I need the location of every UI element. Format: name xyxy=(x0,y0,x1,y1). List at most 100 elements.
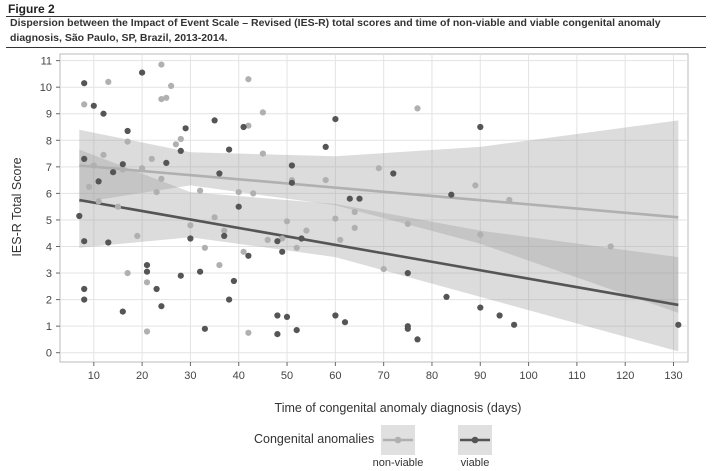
data-point-viable xyxy=(187,235,194,242)
y-tick-label: 1 xyxy=(46,321,52,333)
data-point-non-viable xyxy=(158,61,165,68)
data-point-non-viable xyxy=(235,189,242,196)
data-point-viable xyxy=(105,239,112,246)
y-tick-label: 10 xyxy=(40,82,52,94)
data-point-viable xyxy=(110,169,117,176)
data-point-non-viable xyxy=(163,94,170,101)
legend: Congenital anomalies non-viable viable xyxy=(254,425,492,469)
y-tick-label: 9 xyxy=(46,109,52,121)
data-point-viable xyxy=(153,285,160,293)
data-point-viable xyxy=(404,325,411,332)
data-point-non-viable xyxy=(85,183,93,190)
data-point-viable xyxy=(341,319,349,326)
data-point-non-viable xyxy=(259,109,266,116)
data-point-viable xyxy=(201,325,208,332)
data-point-non-viable xyxy=(506,196,513,204)
data-point-non-viable xyxy=(240,248,247,255)
legend-label-viable: viable xyxy=(461,457,490,469)
x-tick-label: 20 xyxy=(136,370,148,382)
data-point-non-viable xyxy=(303,227,310,234)
data-point-non-viable xyxy=(187,222,194,229)
y-tick-label: 7 xyxy=(46,162,52,174)
data-point-viable xyxy=(216,170,223,177)
data-point-non-viable xyxy=(259,150,266,157)
ci-band-non-viable xyxy=(79,120,679,313)
x-tick-label: 80 xyxy=(426,370,438,382)
data-point-viable xyxy=(293,327,300,334)
data-point-viable xyxy=(675,321,682,328)
data-point-viable xyxy=(158,303,165,310)
x-tick-label: 30 xyxy=(184,370,196,382)
data-point-non-viable xyxy=(216,262,223,269)
legend-label-nonviable: non-viable xyxy=(373,457,424,469)
x-tick-label: 40 xyxy=(233,370,245,382)
x-tick-label: 60 xyxy=(329,370,341,382)
data-point-viable xyxy=(100,110,107,117)
data-point-non-viable xyxy=(414,105,421,112)
y-tick-label: 5 xyxy=(46,215,52,227)
data-point-viable xyxy=(322,143,329,150)
caption-rule-bottom xyxy=(6,47,706,48)
data-point-non-viable xyxy=(332,215,339,222)
data-point-non-viable xyxy=(143,328,151,335)
x-tick-label: 50 xyxy=(281,370,293,382)
x-tick-label: 120 xyxy=(616,370,634,382)
y-axis-title: IES-R Total Score xyxy=(10,157,24,256)
data-point-viable xyxy=(274,331,281,338)
data-point-non-viable xyxy=(81,101,88,108)
data-point-viable xyxy=(283,313,291,320)
data-point-viable xyxy=(274,312,281,319)
data-point-non-viable xyxy=(143,279,151,286)
data-point-viable xyxy=(81,296,88,303)
data-point-viable xyxy=(90,102,97,109)
data-point-non-viable xyxy=(264,236,271,243)
data-point-non-viable xyxy=(148,155,155,162)
data-point-viable xyxy=(177,272,184,279)
data-point-non-viable xyxy=(375,165,382,172)
data-point-viable xyxy=(81,285,88,293)
y-tick-label: 4 xyxy=(46,242,52,254)
data-point-viable xyxy=(226,296,233,303)
data-point-viable xyxy=(143,268,151,275)
data-point-viable xyxy=(240,123,247,131)
data-point-non-viable xyxy=(158,175,165,182)
data-point-viable xyxy=(235,203,242,210)
data-point-viable xyxy=(390,170,397,177)
data-point-viable xyxy=(76,212,83,220)
data-point-viable xyxy=(279,248,286,255)
data-point-non-viable xyxy=(607,243,614,250)
data-point-viable xyxy=(81,155,88,162)
data-point-viable xyxy=(95,178,102,185)
data-point-non-viable xyxy=(95,198,102,205)
data-point-non-viable xyxy=(90,162,97,169)
data-point-viable xyxy=(197,268,204,275)
x-tick-label: 70 xyxy=(378,370,390,382)
y-tick-label: 3 xyxy=(46,268,52,280)
data-point-viable xyxy=(288,179,295,186)
legend-point-nonviable xyxy=(394,436,402,444)
data-point-non-viable xyxy=(477,231,484,238)
data-point-viable xyxy=(274,238,281,245)
data-point-non-viable xyxy=(153,189,160,196)
data-point-non-viable xyxy=(211,214,218,221)
data-point-viable xyxy=(119,161,126,168)
data-point-non-viable xyxy=(283,218,291,225)
data-point-non-viable xyxy=(221,227,228,234)
y-tick-label: 8 xyxy=(46,135,52,147)
data-point-viable xyxy=(346,195,353,202)
data-point-non-viable xyxy=(172,141,179,148)
legend-point-viable xyxy=(471,436,479,444)
data-point-non-viable xyxy=(134,232,141,239)
data-point-non-viable xyxy=(322,177,329,184)
data-point-viable xyxy=(288,162,295,169)
data-point-non-viable xyxy=(250,190,257,197)
x-tick-label: 130 xyxy=(664,370,682,382)
data-point-viable xyxy=(443,293,450,300)
x-tick-label: 110 xyxy=(568,370,586,382)
data-point-non-viable xyxy=(245,329,252,336)
data-point-viable xyxy=(477,304,484,311)
x-axis-title: Time of congenital anomaly diagnosis (da… xyxy=(275,401,522,415)
x-tick-label: 10 xyxy=(88,370,100,382)
data-point-non-viable xyxy=(472,182,479,189)
